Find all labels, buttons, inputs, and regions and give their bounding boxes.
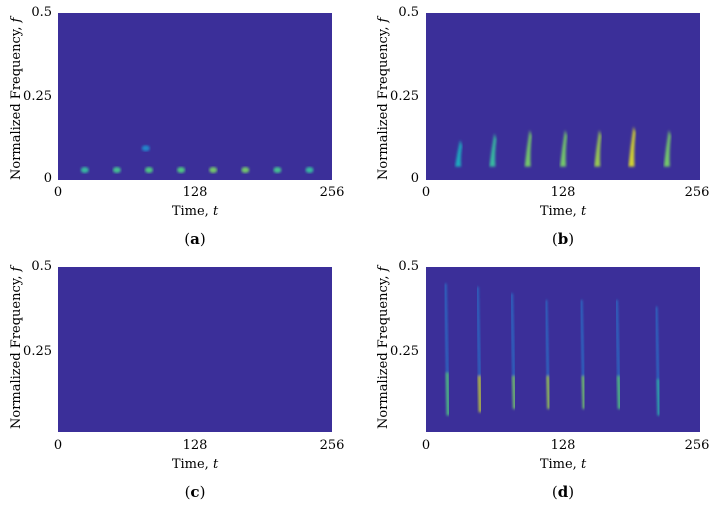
- energy-blob: [112, 166, 121, 173]
- component-core: [656, 379, 661, 416]
- energy-blob: [305, 166, 314, 173]
- energy-blob: [209, 166, 218, 173]
- chirp-component: [663, 129, 671, 167]
- x-tick-label: 256: [319, 185, 345, 200]
- panel-caption-c: (c): [184, 483, 206, 501]
- vertical-component: [655, 306, 661, 416]
- vertical-component: [580, 299, 586, 409]
- panel-a: Normalized Frequency, f 0.5 0.25 0 0 128…: [0, 0, 359, 254]
- spectrogram-plot-a: [58, 13, 332, 180]
- vertical-component: [510, 293, 517, 409]
- y-tick-label: 0.25: [390, 89, 419, 104]
- chirp-component: [524, 129, 532, 167]
- energy-blob: [141, 145, 150, 152]
- energy-blob: [273, 166, 282, 173]
- component-core: [445, 372, 450, 416]
- panel-caption-b: (b): [551, 230, 575, 248]
- panel-caption-a: (a): [184, 230, 206, 248]
- energy-blob: [177, 166, 186, 173]
- chirp-component: [560, 129, 567, 167]
- spectrogram-canvas: [426, 126, 700, 180]
- vertical-component: [476, 286, 482, 413]
- component-core: [581, 375, 586, 409]
- spectrogram-plot-d: [426, 267, 700, 432]
- x-tick-label: 128: [550, 438, 576, 453]
- spectrogram-canvas: [74, 420, 305, 425]
- y-tick-label: 0.5: [31, 259, 52, 274]
- x-tick-label: 0: [53, 185, 63, 200]
- energy-blob: [80, 166, 89, 173]
- x-tick-label: 128: [182, 438, 208, 453]
- vertical-component: [444, 283, 450, 416]
- panel-c: Normalized Frequency, f 0.5 0.25 0 128 2…: [0, 254, 359, 508]
- energy-blob: [144, 166, 153, 173]
- y-tick-label: 0: [410, 171, 419, 186]
- x-axis-label: Time, t: [171, 457, 219, 472]
- x-axis-label: Time, t: [539, 204, 587, 219]
- x-tick-label: 0: [421, 185, 431, 200]
- x-axis-label: Time, t: [539, 457, 587, 472]
- vertical-component: [615, 299, 622, 409]
- energy-blob: [241, 166, 250, 173]
- y-tick-label: 0.25: [390, 344, 419, 359]
- y-tick-label: 0.25: [23, 89, 52, 104]
- x-tick-label: 0: [53, 438, 63, 453]
- component-core: [512, 375, 517, 409]
- x-axis-label: Time, t: [171, 204, 219, 219]
- chirp-component: [594, 129, 602, 167]
- y-tick-label: 0.5: [31, 5, 52, 20]
- component-core: [546, 375, 551, 409]
- panel-b: Normalized Frequency, f 0.5 0.25 0 0 128…: [359, 0, 718, 254]
- x-tick-label: 0: [421, 438, 431, 453]
- x-tick-label: 256: [319, 438, 345, 453]
- chirp-component: [455, 139, 463, 167]
- component-core: [617, 375, 622, 409]
- vertical-component: [544, 299, 551, 409]
- y-tick-label: 0: [43, 171, 52, 186]
- component-core: [477, 375, 482, 413]
- panel-caption-d: (d): [551, 483, 575, 501]
- y-tick-label: 0.25: [23, 344, 52, 359]
- x-tick-label: 128: [550, 185, 576, 200]
- x-tick-label: 128: [182, 185, 208, 200]
- chirp-component: [628, 126, 636, 167]
- spectrogram-canvas: [444, 283, 661, 416]
- y-tick-label: 0.5: [398, 259, 419, 274]
- spectrogram-canvas: [74, 145, 332, 174]
- panel-d: Normalized Frequency, f 0.5 0.25 0 128 2…: [359, 254, 718, 508]
- spectrogram-plot-c: [58, 267, 332, 432]
- y-tick-label: 0.5: [398, 5, 419, 20]
- x-tick-label: 256: [684, 185, 710, 200]
- chirp-component: [489, 133, 497, 167]
- x-tick-label: 256: [684, 438, 710, 453]
- spectrogram-plot-b: [426, 13, 700, 180]
